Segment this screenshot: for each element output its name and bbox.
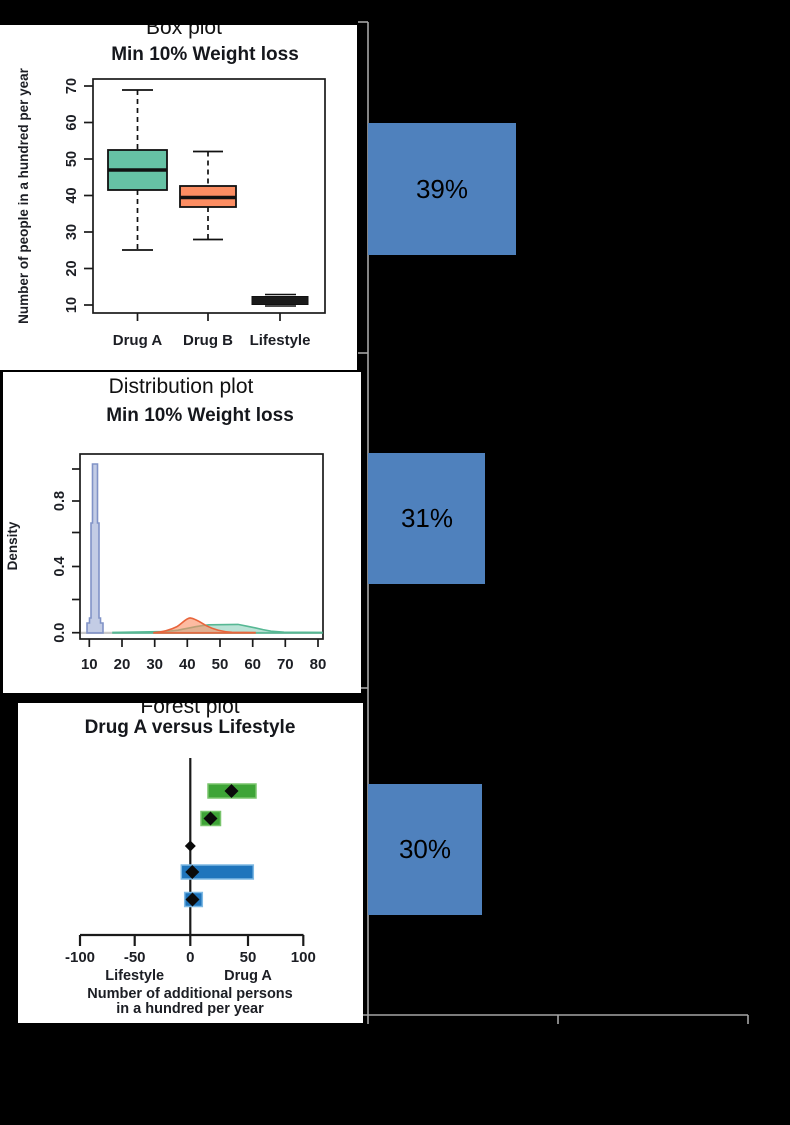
- forest-left-group-label: Lifestyle: [105, 968, 164, 984]
- forest-plot-subtitle: Drug A versus Lifestyle: [84, 717, 296, 738]
- box-y-tick-70: 70: [64, 78, 80, 94]
- forest-x-tick-m100: -100: [65, 949, 95, 966]
- box-plot-subtitle: Min 10% Weight loss: [111, 44, 299, 65]
- dist-x-tick-40: 40: [179, 656, 196, 673]
- dist-y-tick-04: 0.4: [52, 556, 68, 576]
- dist-x-tick-80: 80: [310, 656, 327, 673]
- dist-y-tick-00: 0.0: [52, 623, 68, 643]
- density-curve-drug-b: [153, 617, 256, 634]
- distribution-plot: Density 0.8 0.4 0.0 10 20 30 40 5: [5, 453, 327, 673]
- dist-y-tick-08: 0.8: [52, 491, 68, 511]
- forest-plot-title: Forest plot: [140, 703, 240, 718]
- box-y-tick-60: 60: [64, 114, 80, 130]
- box-y-tick-20: 20: [64, 260, 80, 276]
- distribution-plot-subtitle: Min 10% Weight loss: [106, 405, 294, 426]
- forest-plot-panel: Forest plot Drug A versus Lifestyle: [18, 703, 363, 1023]
- forest-row-5: [183, 891, 204, 908]
- box-plot-y-axis-label: Number of people in a hundred per year: [16, 67, 31, 324]
- bar-30: [368, 784, 482, 915]
- box-y-tick-10: 10: [64, 297, 80, 313]
- bar-39: [368, 123, 516, 255]
- forest-row-1: [207, 783, 257, 799]
- box-cat-lifestyle: Lifestyle: [250, 332, 311, 349]
- forest-row-3-diamond: [184, 840, 196, 852]
- bar-39-label: 39%: [416, 174, 468, 204]
- dist-x-tick-60: 60: [244, 656, 261, 673]
- box-y-tick-30: 30: [64, 224, 80, 240]
- dist-x-tick-30: 30: [146, 656, 163, 673]
- box-plot-y-ticks: [84, 85, 93, 306]
- forest-row-2: [200, 810, 222, 827]
- forest-x-tick-100: 100: [291, 949, 316, 966]
- forest-x-tick-0: 0: [186, 949, 194, 966]
- forest-row-4: [180, 864, 255, 880]
- distribution-y-axis-label: Density: [5, 521, 20, 570]
- dist-x-tick-10: 10: [81, 656, 98, 673]
- forest-caption-line2: in a hundred per year: [116, 1001, 264, 1017]
- box-plot: Number of people in a hundred per year 7…: [16, 67, 326, 349]
- box-plot-panel: Box plot Min 10% Weight loss Number of p…: [0, 25, 357, 370]
- boxplot-drug-a: [107, 89, 168, 251]
- distribution-frame: [79, 453, 324, 640]
- box-y-tick-40: 40: [64, 187, 80, 203]
- bar-30-label: 30%: [399, 834, 451, 864]
- box-plot-title: Box plot: [146, 25, 222, 39]
- forest-plot: -100 -50 0 50 100 Lifestyle Drug A Numbe…: [65, 758, 316, 1017]
- dist-x-tick-20: 20: [114, 656, 131, 673]
- box-cat-drug-b: Drug B: [183, 332, 233, 349]
- box-y-tick-50: 50: [64, 151, 80, 167]
- dist-x-tick-70: 70: [277, 656, 294, 673]
- boxplot-drug-b: [179, 150, 237, 241]
- forest-x-ticks: [78, 935, 305, 946]
- distribution-plot-panel: Distribution plot Min 10% Weight loss De…: [3, 372, 361, 693]
- forest-caption-line1: Number of additional persons: [87, 986, 292, 1002]
- boxplot-lifestyle: [251, 293, 309, 307]
- distribution-y-ticks: [72, 468, 80, 634]
- forest-right-group-label: Drug A: [224, 968, 272, 984]
- bar-31-label: 31%: [401, 503, 453, 533]
- dist-x-tick-50: 50: [212, 656, 229, 673]
- box-cat-drug-a: Drug A: [113, 332, 163, 349]
- density-spike-lifestyle: [86, 463, 104, 634]
- distribution-x-ticks: [88, 639, 319, 647]
- forest-x-tick-m50: -50: [124, 949, 146, 966]
- box-plot-x-ticks: [136, 313, 281, 321]
- bar-31: [368, 453, 485, 584]
- forest-x-tick-50: 50: [240, 949, 257, 966]
- distribution-plot-title: Distribution plot: [108, 375, 254, 398]
